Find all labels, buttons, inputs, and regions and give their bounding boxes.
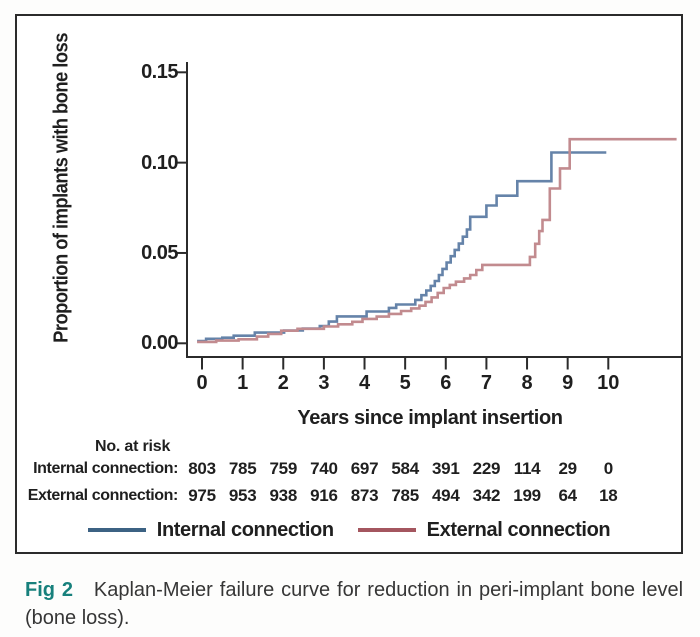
- risk-value: 916: [310, 486, 338, 505]
- risk-value: 584: [391, 459, 419, 478]
- risk-value: 494: [432, 486, 460, 505]
- x-tick-label: 6: [440, 372, 452, 394]
- risk-value: 975: [188, 486, 216, 505]
- x-tick-label: 1: [237, 372, 249, 394]
- risk-value: 18: [599, 486, 618, 505]
- y-tick-label: 0.05: [141, 241, 178, 264]
- risk-value: 391: [432, 459, 460, 478]
- risk-value: 0: [603, 459, 613, 478]
- x-tick-label: 7: [480, 372, 492, 394]
- risk-value: 803: [188, 459, 216, 478]
- x-tick-label: 0: [196, 372, 208, 394]
- x-tick-label: 9: [562, 372, 574, 394]
- legend-label-internal: Internal connection: [156, 518, 334, 541]
- risk-table-title: No. at risk: [95, 438, 171, 455]
- risk-value: 199: [513, 486, 541, 505]
- x-tick-label: 2: [277, 372, 289, 394]
- chart-legend: Internal connection External connection: [15, 516, 683, 544]
- legend-label-external: External connection: [426, 518, 611, 541]
- x-tick-label: 5: [399, 372, 411, 394]
- x-tick-label: 8: [521, 372, 533, 394]
- risk-value: 342: [472, 486, 501, 505]
- risk-value: 759: [269, 459, 298, 478]
- risk-value: 64: [558, 486, 578, 505]
- risk-value: 114: [513, 459, 541, 478]
- figure-caption-label: Fig 2: [25, 579, 74, 601]
- external-connection-line-swatch: [357, 528, 416, 532]
- risk-value: 785: [391, 486, 419, 505]
- legend-item-external: External connection: [357, 518, 611, 542]
- risk-value: 697: [350, 459, 379, 478]
- figure-caption: Fig 2 Kaplan-Meier failure curve for red…: [25, 576, 683, 632]
- x-tick-label: 3: [318, 372, 330, 394]
- risk-value: 953: [228, 486, 257, 505]
- y-axis-title: Proportion of implants with bone loss: [50, 33, 73, 343]
- y-tick-label: 0.15: [141, 61, 178, 84]
- risk-row-label: External connection:: [27, 487, 179, 504]
- internal-connection-line-swatch: [87, 528, 146, 532]
- y-tick-label: 0.10: [141, 151, 178, 174]
- x-tick-label: 4: [358, 372, 371, 394]
- risk-value: 740: [310, 459, 338, 478]
- risk-value: 785: [228, 459, 257, 478]
- risk-value: 938: [269, 486, 298, 505]
- risk-row-label: Internal connection:: [33, 460, 178, 477]
- risk-value: 873: [350, 486, 379, 505]
- x-tick-label: 10: [597, 372, 620, 394]
- y-tick-label: 0.00: [141, 332, 178, 355]
- legend-item-internal: Internal connection: [87, 518, 334, 542]
- figure-caption-text: Kaplan-Meier failure curve for reduction…: [25, 579, 684, 629]
- x-axis-title: Years since implant insertion: [297, 407, 563, 429]
- risk-value: 229: [472, 459, 501, 478]
- risk-value: 29: [558, 459, 578, 478]
